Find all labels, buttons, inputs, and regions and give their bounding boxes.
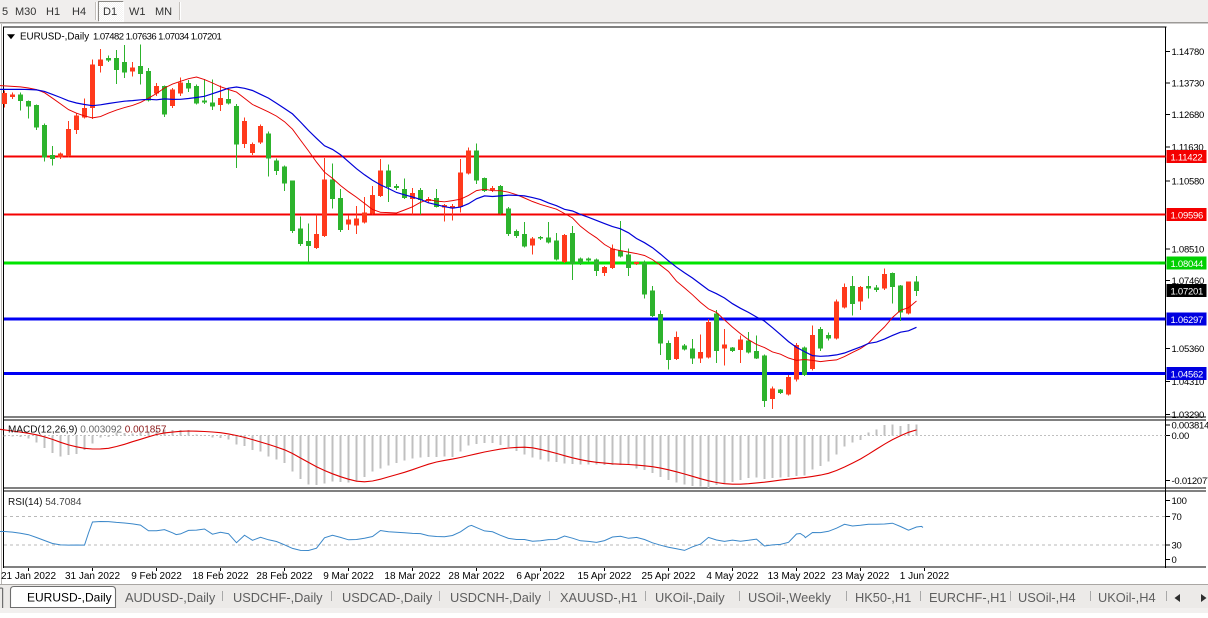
svg-text:UKOil-,H4: UKOil-,H4 (1098, 590, 1156, 605)
svg-text:-0.012077: -0.012077 (1172, 476, 1208, 487)
svg-text:1.08510: 1.08510 (1172, 245, 1205, 256)
svg-text:9 Feb 2022: 9 Feb 2022 (131, 571, 182, 582)
svg-text:1.03290: 1.03290 (1172, 410, 1205, 421)
svg-text:USOil-,Weekly: USOil-,Weekly (748, 590, 832, 605)
svg-text:28 Mar 2022: 28 Mar 2022 (448, 571, 505, 582)
svg-text:W1: W1 (129, 6, 146, 18)
svg-text:0: 0 (1172, 555, 1177, 566)
svg-text:4 May 2022: 4 May 2022 (706, 571, 759, 582)
svg-text:100: 100 (1172, 496, 1187, 507)
svg-text:H4: H4 (72, 6, 86, 18)
svg-text:1.06297: 1.06297 (1171, 315, 1204, 326)
svg-text:21 Jan 2022: 21 Jan 2022 (1, 571, 56, 582)
svg-text:30: 30 (1172, 540, 1182, 551)
svg-text:M30: M30 (15, 6, 36, 18)
svg-text:15 Apr 2022: 15 Apr 2022 (578, 571, 632, 582)
svg-text:H1: H1 (46, 6, 60, 18)
svg-text:1.10580: 1.10580 (1172, 177, 1205, 188)
svg-text:EURUSD-,Daily: EURUSD-,Daily (20, 32, 89, 43)
svg-text:1.13730: 1.13730 (1172, 79, 1205, 90)
svg-text:1.12680: 1.12680 (1172, 110, 1205, 121)
svg-text:13 May 2022: 13 May 2022 (768, 571, 826, 582)
svg-text:1.11422: 1.11422 (1171, 152, 1203, 163)
svg-text:9 Mar 2022: 9 Mar 2022 (323, 571, 374, 582)
svg-text:1.05360: 1.05360 (1172, 344, 1205, 355)
svg-text:USDCHF-,Daily: USDCHF-,Daily (233, 590, 323, 605)
svg-text:EURCHF-,H1: EURCHF-,H1 (929, 590, 1007, 605)
svg-text:31 Jan 2022: 31 Jan 2022 (65, 571, 120, 582)
svg-text:25 Apr 2022: 25 Apr 2022 (642, 571, 696, 582)
svg-text:1.07482 1.07636 1.07034 1.0720: 1.07482 1.07636 1.07034 1.07201 (93, 32, 221, 43)
svg-text:XAUUSD-,H1: XAUUSD-,H1 (560, 590, 638, 605)
svg-text:USOil-,H4: USOil-,H4 (1018, 590, 1076, 605)
svg-text:HK50-,H1: HK50-,H1 (855, 590, 911, 605)
svg-text:AUDUSD-,Daily: AUDUSD-,Daily (125, 590, 216, 605)
svg-text:0.00: 0.00 (1172, 431, 1190, 442)
svg-text:USDCAD-,Daily: USDCAD-,Daily (342, 590, 433, 605)
svg-text:18 Mar 2022: 18 Mar 2022 (384, 571, 441, 582)
svg-text:1.07201: 1.07201 (1171, 286, 1204, 297)
svg-text:EURUSD-,Daily: EURUSD-,Daily (27, 591, 112, 605)
svg-text:MN: MN (155, 6, 172, 18)
svg-text:1.09596: 1.09596 (1171, 210, 1204, 221)
svg-text:1.04562: 1.04562 (1171, 369, 1204, 380)
svg-text:70: 70 (1172, 512, 1182, 523)
svg-text:MACD(12,26,9) 0.003092 0.00185: MACD(12,26,9) 0.003092 0.001857 (8, 425, 167, 436)
svg-text:D1: D1 (103, 6, 117, 18)
svg-text:UKOil-,Daily: UKOil-,Daily (655, 590, 725, 605)
svg-text:18 Feb 2022: 18 Feb 2022 (192, 571, 249, 582)
svg-text:23 May 2022: 23 May 2022 (832, 571, 890, 582)
svg-text:0.003814: 0.003814 (1172, 421, 1208, 432)
svg-text:1.14780: 1.14780 (1172, 47, 1205, 58)
svg-text:RSI(14) 54.7084: RSI(14) 54.7084 (8, 497, 82, 508)
svg-text:USDCNH-,Daily: USDCNH-,Daily (450, 590, 542, 605)
svg-text:6 Apr 2022: 6 Apr 2022 (516, 571, 565, 582)
svg-text:1 Jun 2022: 1 Jun 2022 (900, 571, 950, 582)
svg-text:28 Feb 2022: 28 Feb 2022 (256, 571, 313, 582)
svg-text:1.08044: 1.08044 (1171, 259, 1204, 270)
svg-text:5: 5 (2, 6, 8, 18)
